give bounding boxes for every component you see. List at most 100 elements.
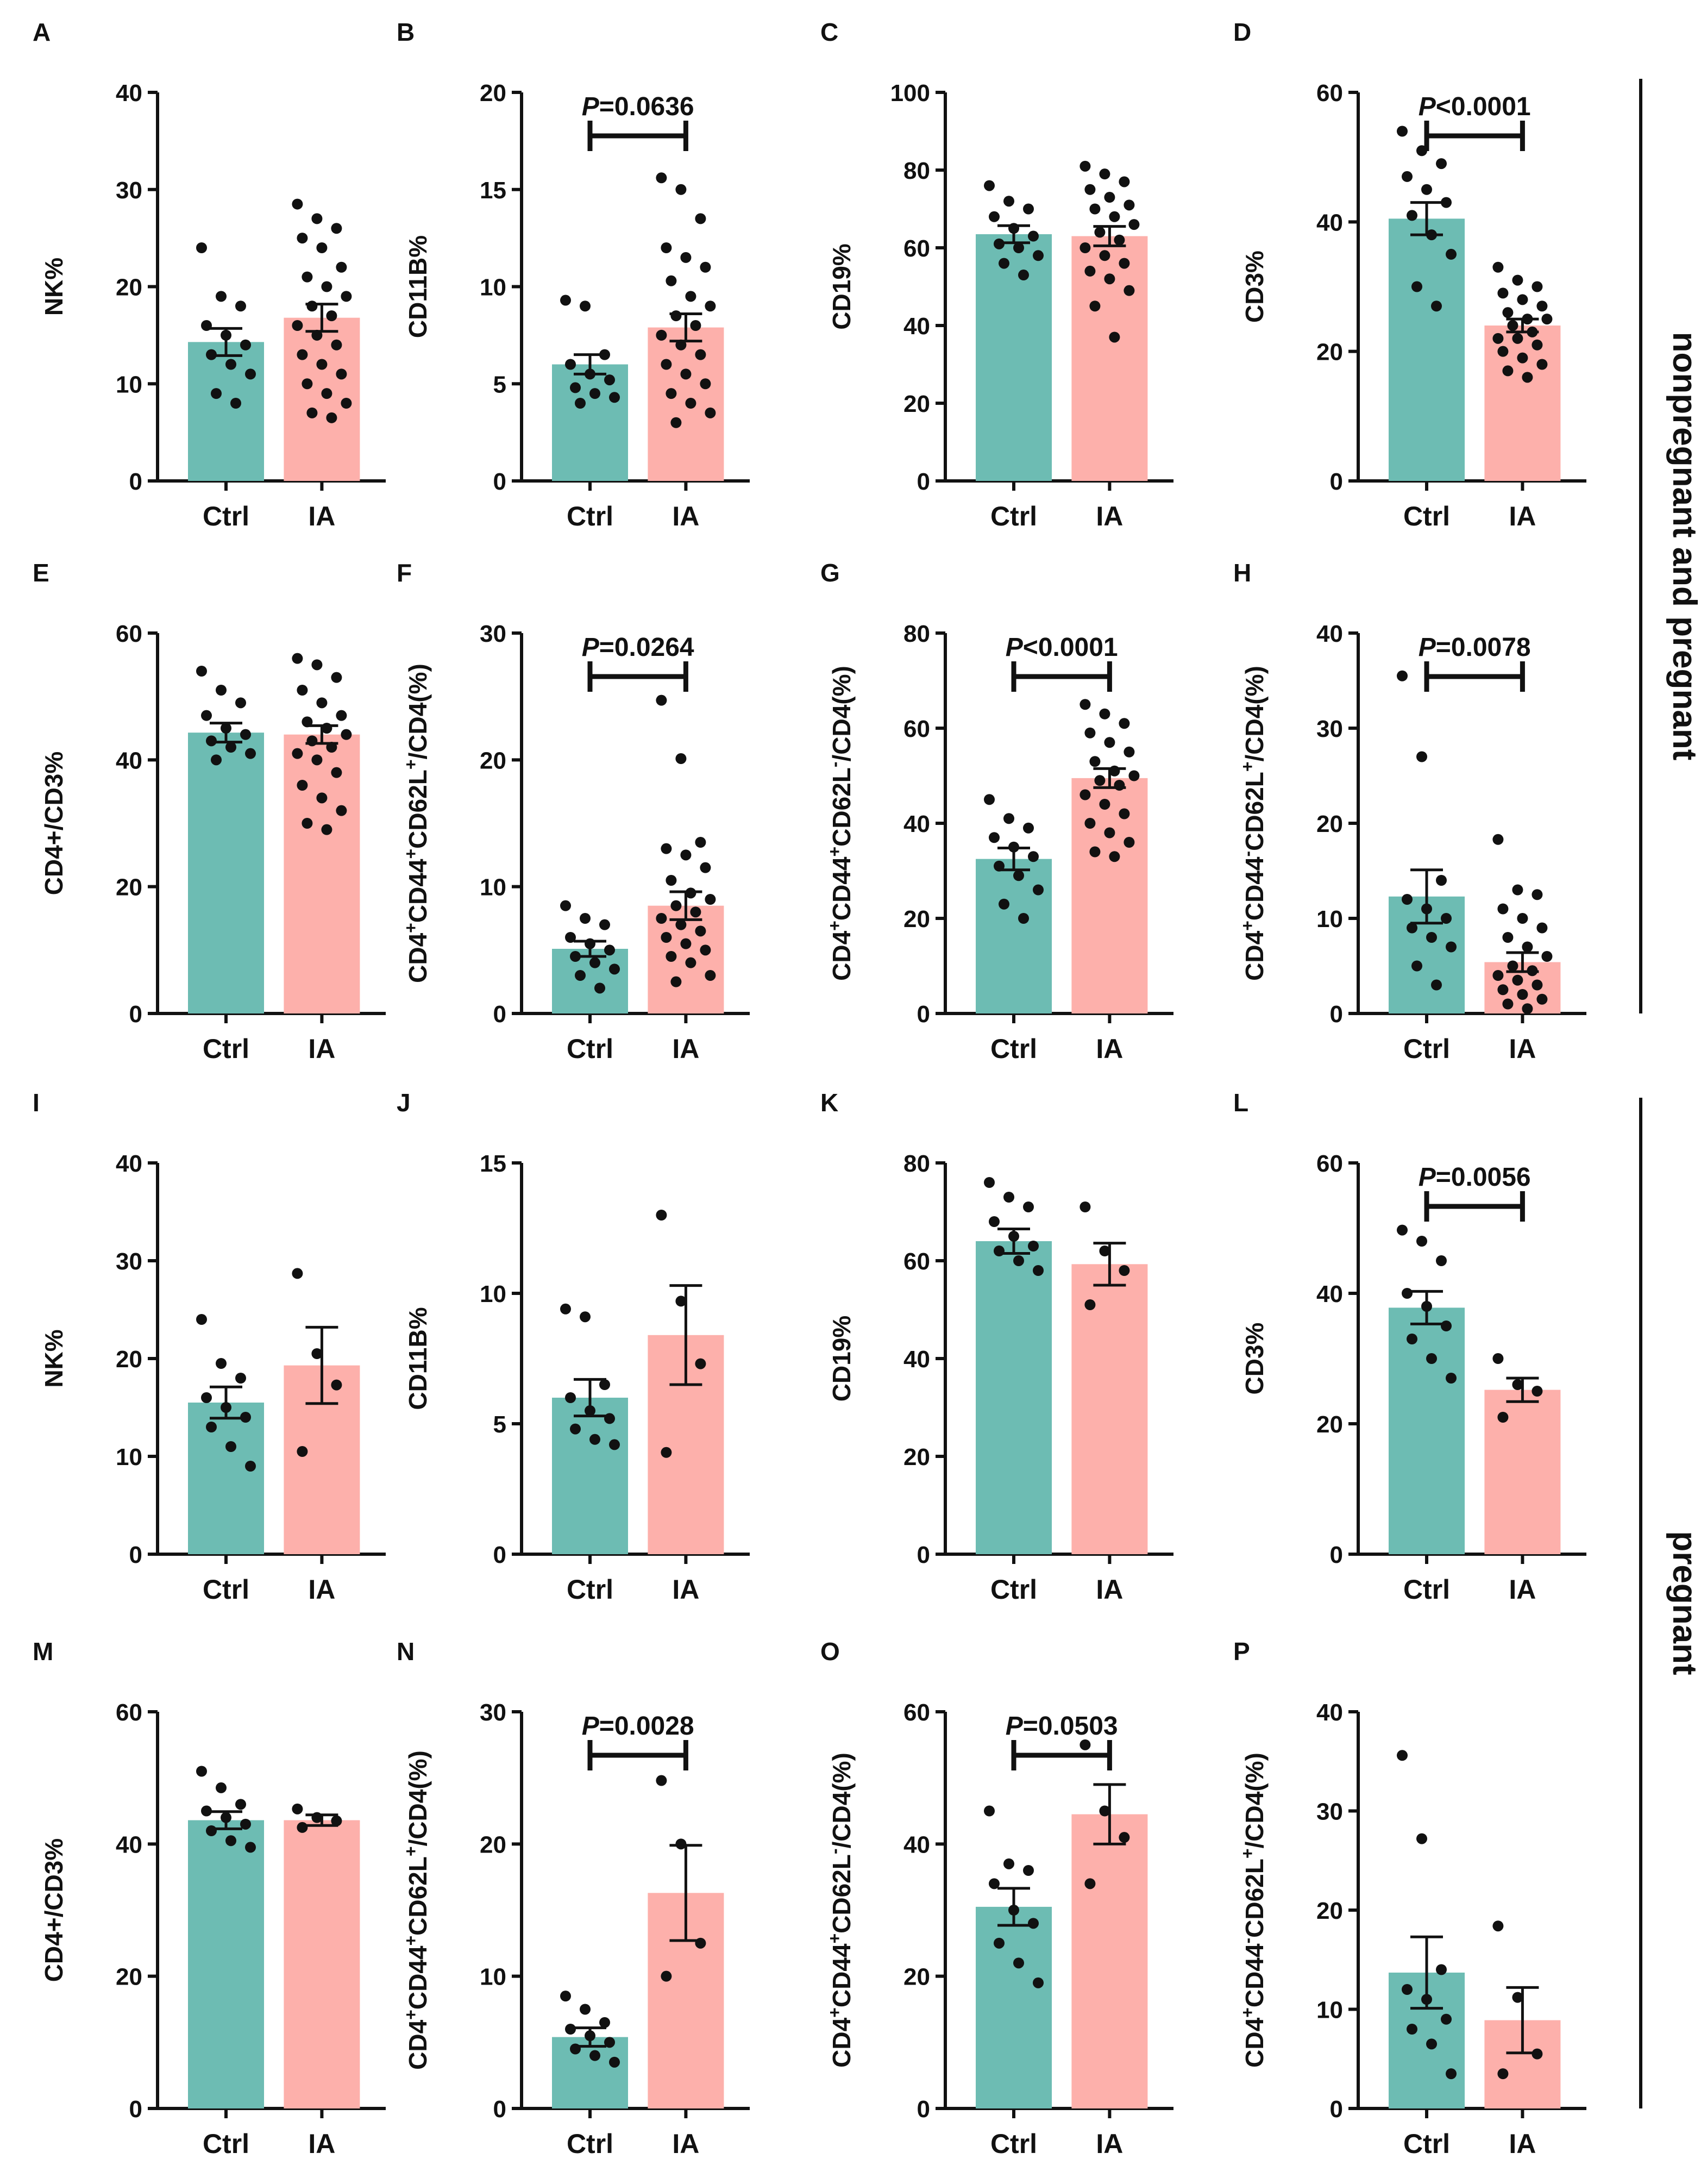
data-point (316, 792, 328, 804)
data-point (216, 1782, 227, 1793)
y-tick-label: 40 (116, 80, 142, 107)
data-point (560, 1303, 571, 1315)
data-point (570, 1423, 581, 1435)
data-point (1431, 301, 1442, 312)
data-point (599, 1379, 610, 1390)
data-point (297, 780, 308, 791)
data-point (1084, 818, 1096, 829)
x-tick-label: Ctrl (203, 501, 249, 531)
data-point (235, 697, 246, 709)
data-point (1033, 1977, 1044, 1988)
data-point (1517, 989, 1528, 1000)
data-point (1497, 2068, 1509, 2080)
data-point (1084, 727, 1096, 739)
data-point (341, 398, 352, 409)
data-point (695, 925, 706, 937)
data-point (216, 1358, 227, 1369)
data-point (609, 963, 620, 975)
p-value: =0.0056 (1436, 1163, 1531, 1192)
superscript: + (825, 1933, 844, 1944)
y-tick-label: 30 (116, 177, 142, 204)
data-point (695, 213, 706, 224)
panel-m: M 0 20 40 60 CD4+/CD3% Ctrl IA (33, 1637, 386, 2159)
data-point (1402, 894, 1413, 905)
x-tick-label: IA (1509, 1034, 1536, 1064)
p-symbol: P (582, 633, 600, 662)
data-point (1502, 998, 1514, 1010)
data-point (1512, 274, 1523, 286)
group-label: pregnant (1666, 1531, 1703, 1675)
panel-letter: G (820, 559, 840, 587)
y-tick-label: 20 (903, 1964, 930, 1991)
y-axis-label: CD4+CD44-CD62L+/CD4(%) (1238, 666, 1269, 981)
panel-letter: N (397, 1637, 415, 1666)
p-symbol: P (582, 92, 600, 121)
bar-ctrl (976, 859, 1052, 1013)
superscript: + (401, 1846, 421, 1856)
data-point (302, 271, 313, 283)
data-point (1119, 176, 1130, 187)
data-point (1094, 775, 1106, 786)
data-point (1028, 1241, 1039, 1251)
data-point (1502, 365, 1514, 377)
data-point (1416, 1833, 1427, 1844)
data-point (1497, 346, 1509, 357)
y-tick-label: 10 (480, 1964, 506, 1991)
data-point (1128, 219, 1140, 230)
p-value: =0.0636 (599, 92, 694, 121)
data-point (1023, 203, 1034, 215)
data-point (297, 685, 308, 696)
x-tick-label: IA (1096, 2129, 1123, 2159)
data-point (1502, 932, 1514, 943)
data-point (206, 1825, 217, 1836)
data-point (1018, 270, 1029, 281)
y-tick-label: 60 (903, 716, 930, 742)
p-symbol: P (1419, 92, 1436, 121)
data-point (311, 1348, 323, 1359)
data-point (1402, 1984, 1413, 1995)
y-axis-label: CD19% (827, 1316, 856, 1402)
bar-ia (1484, 326, 1561, 481)
data-point (675, 1296, 687, 1307)
y-tick-label: 40 (903, 1831, 930, 1858)
data-point (1421, 184, 1432, 195)
data-point (1402, 171, 1413, 182)
data-point (604, 374, 615, 386)
y-tick-label: 0 (129, 2096, 142, 2123)
data-point (321, 388, 332, 399)
bar-ctrl (552, 1398, 628, 1554)
x-tick-label: IA (672, 2129, 699, 2159)
data-point (1407, 1334, 1417, 1344)
panel-letter: J (397, 1088, 411, 1117)
y-tick-label: 10 (116, 1444, 142, 1470)
data-point (700, 378, 711, 390)
data-point (1426, 2038, 1437, 2050)
data-point (690, 320, 701, 331)
data-point (1119, 1832, 1130, 1843)
y-tick-label: 60 (116, 621, 142, 647)
data-point (1492, 1353, 1504, 1364)
label-part: CD4 (404, 2019, 432, 2069)
data-point (1028, 1918, 1039, 1929)
y-tick-label: 80 (903, 621, 930, 647)
y-axis-label: CD4+CD44+CD62L+/CD4(%) (401, 664, 432, 983)
data-point (609, 2056, 620, 2068)
data-point (297, 1822, 308, 1833)
data-point (1436, 1255, 1447, 1266)
label-part: CD44 (1240, 1943, 1269, 2007)
y-tick-label: 40 (1316, 209, 1343, 236)
data-point (1407, 922, 1417, 934)
data-point (336, 261, 347, 273)
data-point (565, 359, 576, 370)
data-point (670, 976, 682, 987)
x-tick-label: IA (1509, 2129, 1536, 2159)
data-point (1028, 851, 1039, 862)
data-point (570, 382, 581, 393)
data-point (1426, 1353, 1437, 1364)
x-tick-label: Ctrl (1403, 1034, 1450, 1064)
y-tick-label: 20 (1316, 1898, 1343, 1924)
p-symbol: P (582, 1712, 600, 1741)
data-point (1003, 813, 1014, 824)
y-tick-label: 10 (480, 274, 506, 301)
